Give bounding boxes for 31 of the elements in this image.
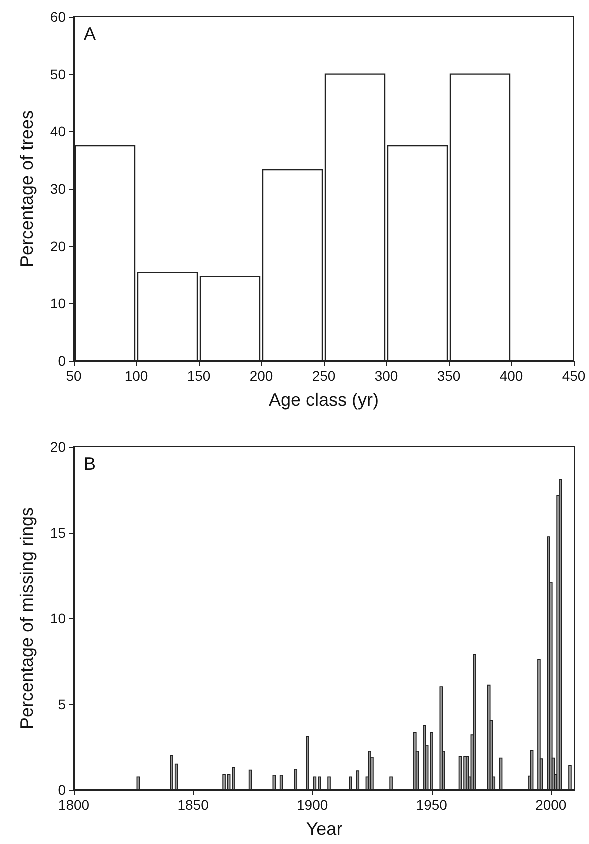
y-tick-label: 60 (50, 9, 66, 25)
y-tick-label: 30 (50, 181, 66, 197)
y-tick-label: 0 (58, 353, 66, 369)
x-tick-label: 350 (437, 368, 461, 384)
x-axis-title: Age class (yr) (268, 390, 380, 410)
y-tick-label: 50 (50, 66, 66, 82)
x-tick-label: 200 (250, 368, 274, 384)
y-tick-label: 20 (50, 439, 66, 455)
x-axis-title: Year (306, 819, 343, 839)
x-tick-label: 2000 (536, 797, 567, 813)
y-axis-title: Percentage of trees (17, 110, 37, 268)
x-tick-label: 400 (500, 368, 524, 384)
y-tick-label: 5 (58, 696, 66, 712)
x-tick-label: 100 (124, 368, 148, 384)
x-tick-label: 450 (562, 368, 586, 384)
x-tick-label: 250 (312, 368, 336, 384)
x-tick-label: 300 (374, 368, 398, 384)
annotation: A (84, 24, 96, 44)
y-axis-title: Percentage of missing rings (17, 507, 37, 730)
x-tick-label: 1850 (178, 797, 210, 813)
x-tick-label: 1950 (416, 797, 448, 813)
y-tick-label: 15 (50, 524, 66, 541)
x-tick-label: 150 (187, 368, 211, 384)
y-tick-label: 10 (50, 296, 66, 312)
y-tick-label: 20 (50, 238, 66, 254)
annotation: B (84, 454, 96, 474)
x-tick-label: 1800 (58, 797, 90, 813)
y-tick-label: 40 (50, 124, 66, 140)
x-tick-label: 1900 (296, 797, 328, 813)
y-tick-label: 10 (50, 610, 66, 626)
y-tick-label: 0 (58, 782, 66, 798)
